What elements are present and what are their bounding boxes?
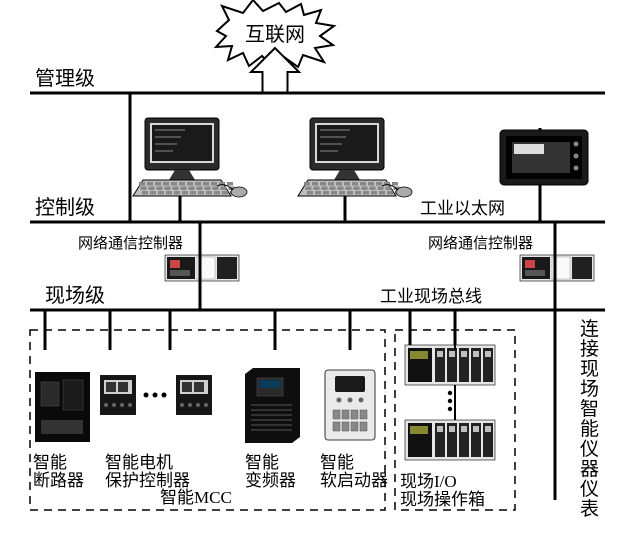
motor-protector-icon bbox=[100, 375, 136, 415]
io-module-icon bbox=[405, 345, 495, 385]
level-label-control: 控制级 bbox=[35, 196, 95, 219]
svg-text:仪: 仪 bbox=[580, 479, 599, 500]
softstarter-label2: 软启动器 bbox=[320, 471, 388, 490]
vfd-label2: 变频器 bbox=[245, 471, 296, 490]
svg-text:仪: 仪 bbox=[580, 439, 599, 460]
smart-vfd-icon bbox=[245, 368, 300, 443]
workstation-icon bbox=[133, 118, 247, 197]
motor-protector-icon bbox=[176, 375, 212, 415]
network-controller-icon bbox=[520, 255, 594, 281]
io-module-icon bbox=[405, 420, 495, 460]
breaker-label2: 断路器 bbox=[33, 471, 84, 490]
network-controller-label: 网络通信控制器 bbox=[78, 235, 183, 252]
network-controller-label: 网络通信控制器 bbox=[428, 235, 533, 252]
svg-text:器: 器 bbox=[580, 459, 599, 480]
ethernet-label: 工业以太网 bbox=[420, 199, 505, 218]
svg-text:智: 智 bbox=[580, 398, 599, 420]
hmi-panel-icon bbox=[500, 130, 588, 185]
svg-text:接: 接 bbox=[580, 338, 599, 360]
level-label-management: 管理级 bbox=[35, 67, 95, 90]
protector-label: 智能电机 bbox=[105, 453, 173, 472]
breaker-label: 智能 bbox=[33, 453, 67, 472]
mcc-group-label: 智能MCC bbox=[160, 488, 232, 507]
internet-label: 互联网 bbox=[245, 23, 305, 46]
softstarter-label: 智能 bbox=[320, 453, 354, 472]
workstation-icon bbox=[298, 118, 412, 197]
soft-starter-icon bbox=[325, 370, 375, 440]
svg-text:连: 连 bbox=[580, 318, 599, 340]
network-controller-icon bbox=[165, 255, 239, 281]
io-label1: 现场I/O bbox=[400, 472, 457, 491]
svg-text:现: 现 bbox=[580, 359, 599, 380]
svg-text:场: 场 bbox=[580, 378, 599, 400]
svg-text:表: 表 bbox=[580, 498, 599, 520]
io-label2: 现场操作箱 bbox=[400, 490, 485, 509]
smart-breaker-icon bbox=[35, 372, 90, 442]
svg-text:能: 能 bbox=[580, 418, 599, 440]
vfd-label: 智能 bbox=[245, 453, 279, 472]
level-label-field: 现场级 bbox=[45, 284, 105, 307]
field-instruments-label: 连接现场智能仪器仪表 bbox=[580, 318, 599, 520]
fieldbus-label: 工业现场总线 bbox=[380, 287, 482, 306]
